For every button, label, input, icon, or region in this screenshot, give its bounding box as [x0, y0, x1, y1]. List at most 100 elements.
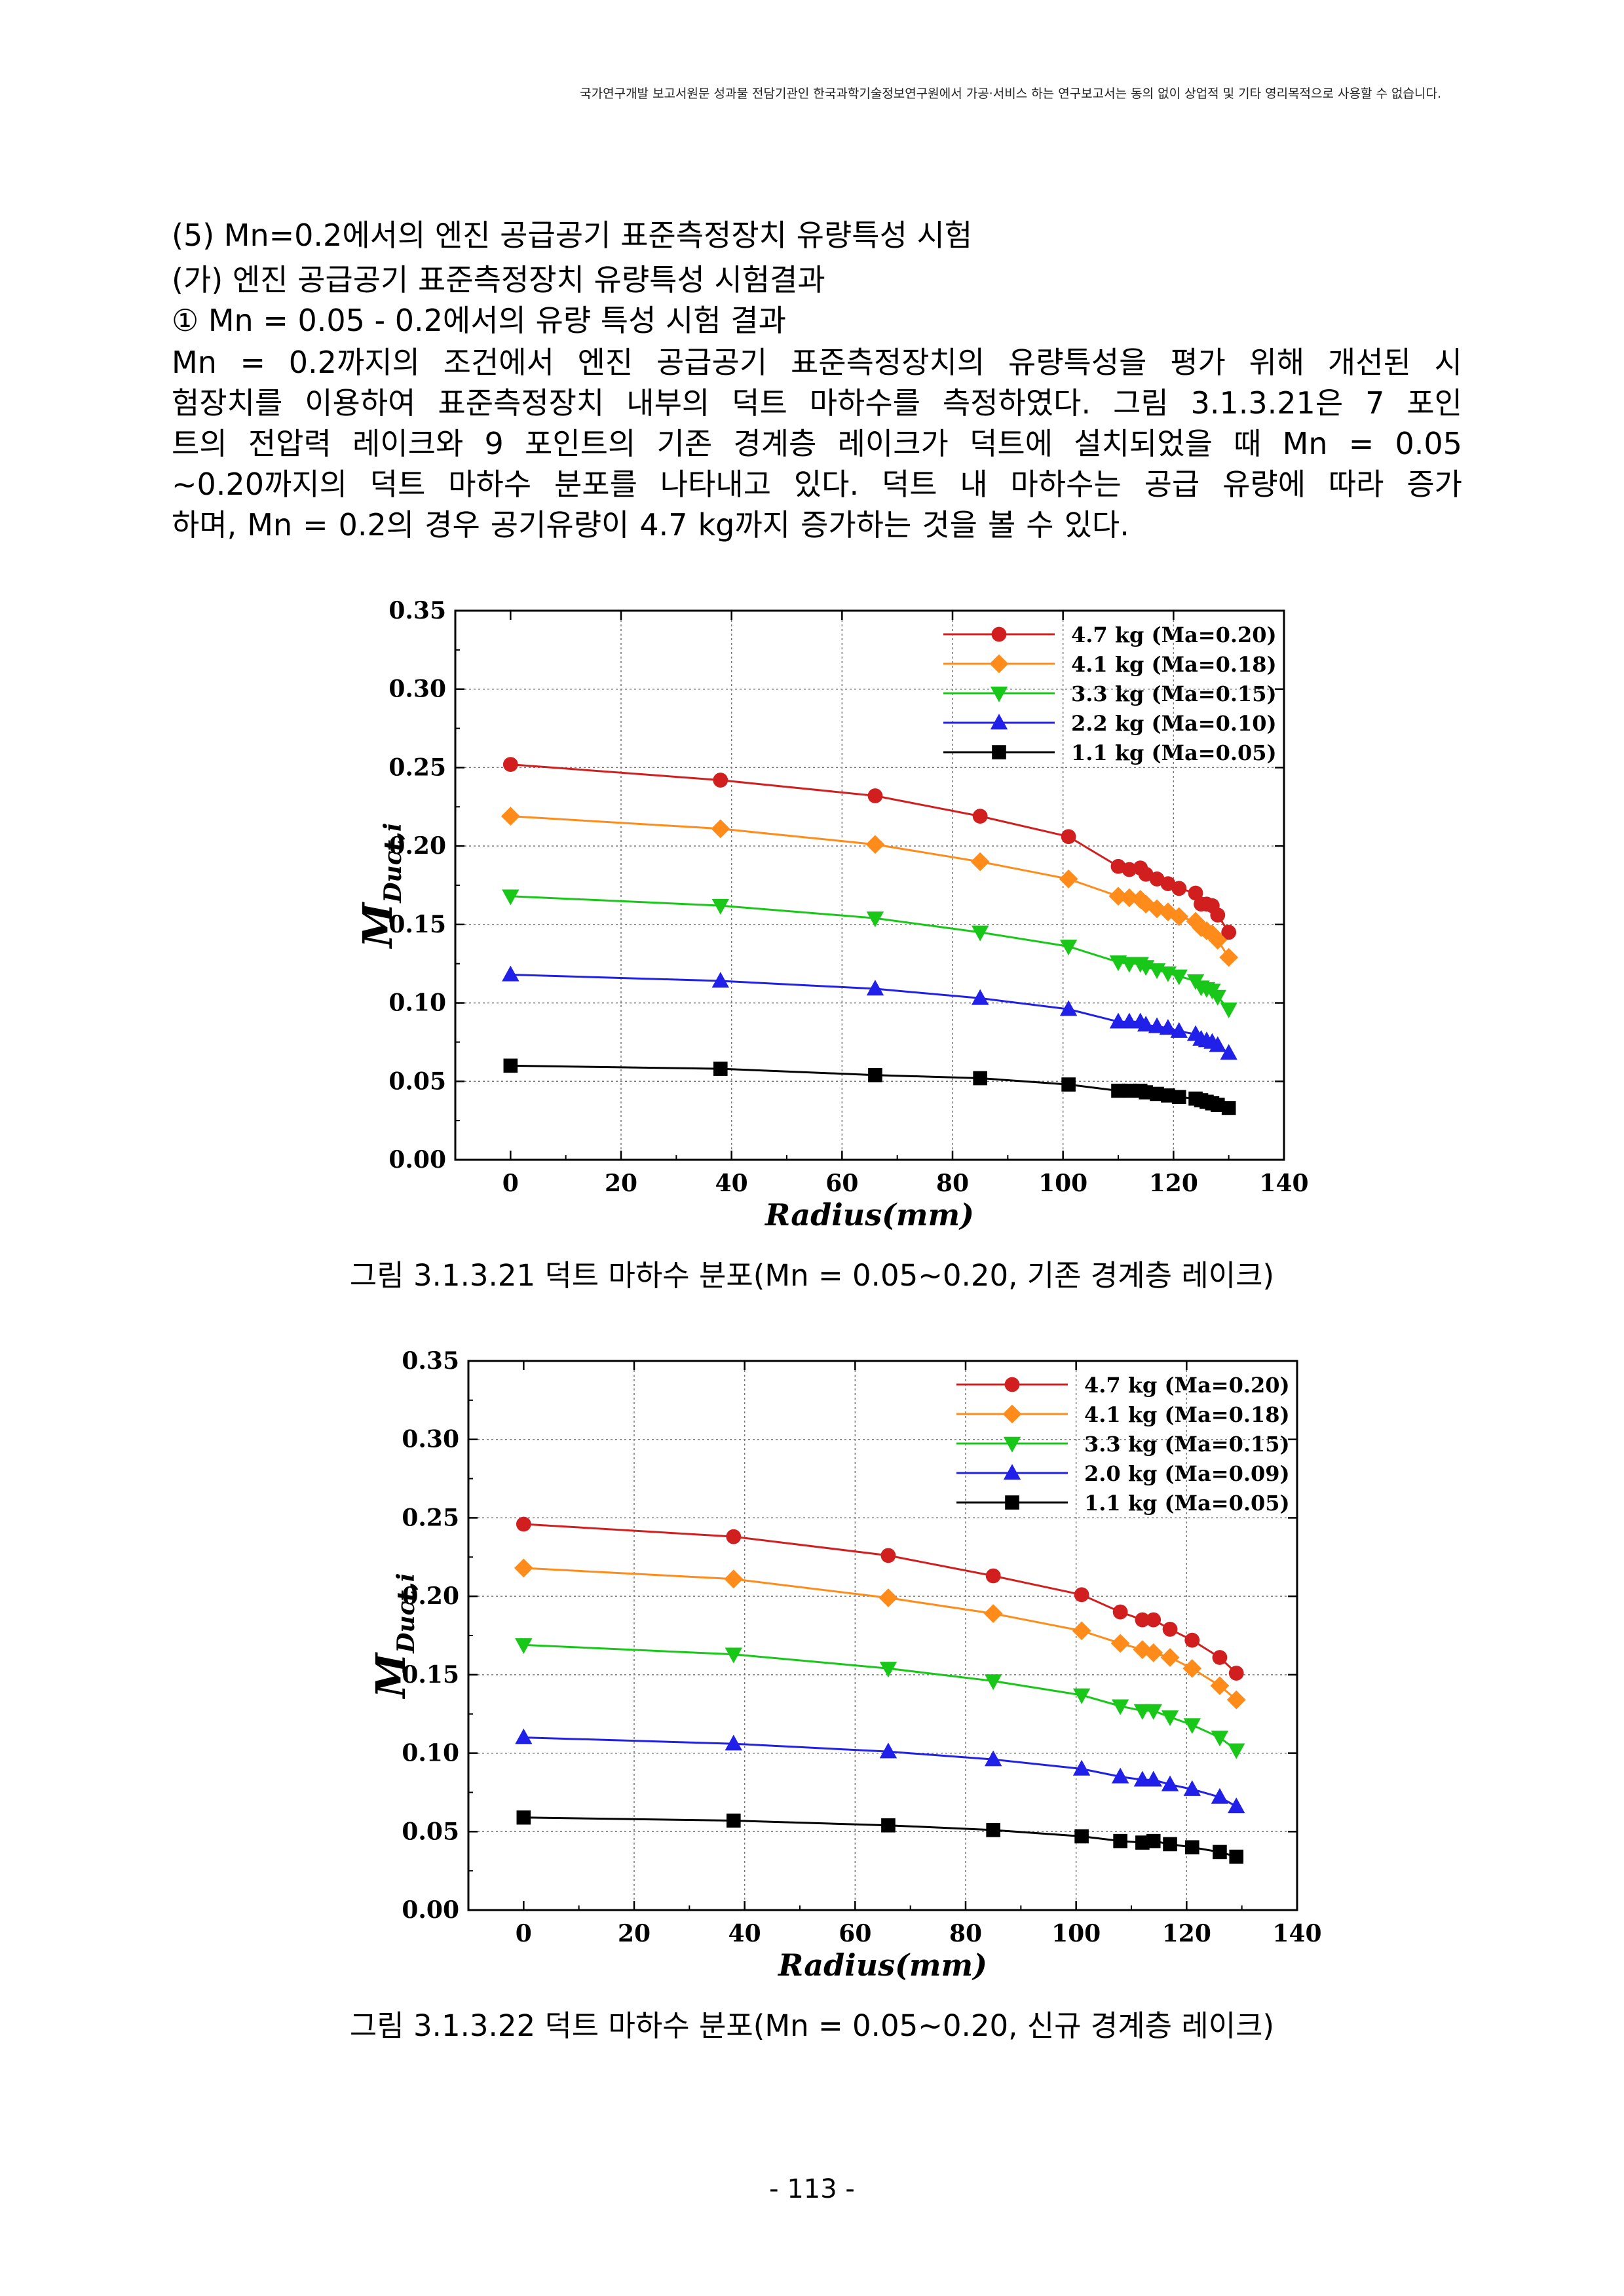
- data-point: [1158, 902, 1178, 922]
- figure-caption: 그림 3.1.3.21 덕트 마하수 분포(Mn = 0.05~0.20, 기존…: [349, 1258, 1275, 1293]
- paragraph-word: 위해: [1249, 345, 1305, 380]
- paragraph-word: 그림: [1113, 385, 1169, 421]
- paragraph-word: 내: [960, 467, 988, 502]
- data-point: [1004, 1377, 1020, 1392]
- data-point: [1133, 1770, 1152, 1787]
- data-point: [1184, 1840, 1199, 1855]
- data-series: [502, 889, 1237, 1018]
- x-axis-label: Radius(mm): [777, 1947, 987, 1983]
- data-point: [1139, 1085, 1153, 1100]
- y-tick-label: 0.20: [402, 1582, 459, 1610]
- legend-label: 1.1 kg (Ma=0.05): [1084, 1491, 1290, 1516]
- data-point: [990, 714, 1008, 730]
- series-line: [523, 1643, 1237, 1751]
- y-tick-label: 0.15: [402, 1661, 459, 1689]
- data-point: [971, 989, 989, 1005]
- paragraph-word: ~0.20까지의: [172, 467, 347, 502]
- paragraph-word: 설치되었을: [1074, 426, 1213, 461]
- data-point: [1170, 1022, 1188, 1038]
- paragraph-word: 따라: [1328, 467, 1384, 502]
- paragraph-word: 마하수: [448, 467, 532, 502]
- data-point: [1144, 1770, 1162, 1787]
- y-axis-label-subscript: Duct,i: [392, 1573, 420, 1654]
- x-tick-label: 100: [1051, 1920, 1101, 1947]
- paragraph-word: 기존: [656, 426, 713, 461]
- y-axis-label: MDuct,i: [354, 823, 407, 949]
- data-point: [1133, 1704, 1152, 1720]
- data-point: [1211, 1788, 1229, 1804]
- data-point: [1112, 1604, 1128, 1620]
- y-tick-label: 0.10: [402, 1740, 459, 1767]
- paragraph-word: 0.2까지의: [288, 345, 420, 380]
- data-point: [1163, 1837, 1177, 1852]
- data-point: [878, 1588, 898, 1607]
- page-number: - 113 -: [769, 2174, 855, 2204]
- data-point: [1002, 1404, 1022, 1424]
- x-tick-label: 120: [1162, 1920, 1211, 1947]
- data-point: [516, 1810, 531, 1825]
- paragraph-word: 공기유량이: [490, 507, 630, 543]
- data-series: [516, 1810, 1244, 1864]
- paragraph-word: 경계층: [733, 426, 817, 461]
- data-point: [1228, 1797, 1245, 1814]
- x-tick-label: 0: [516, 1920, 532, 1947]
- paragraph-word: 전압력: [248, 426, 331, 461]
- data-series: [502, 965, 1237, 1060]
- data-point: [1059, 870, 1078, 889]
- y-tick-label: 0.00: [402, 1896, 459, 1924]
- data-point: [1111, 1767, 1129, 1784]
- paragraph-word: 포인트의: [525, 426, 636, 461]
- data-point: [1183, 1718, 1201, 1734]
- data-point: [1074, 1587, 1089, 1603]
- data-point: [1150, 1086, 1164, 1101]
- data-point: [1183, 1780, 1201, 1796]
- data-point: [1161, 1710, 1179, 1727]
- data-point: [1146, 1612, 1161, 1628]
- legend-label: 2.2 kg (Ma=0.10): [1071, 711, 1277, 736]
- paragraph-word: =: [1348, 426, 1374, 461]
- data-point: [724, 1569, 744, 1589]
- paragraph-word: 덕트: [732, 385, 787, 421]
- x-tick-label: 60: [839, 1920, 871, 1947]
- x-tick-label: 20: [605, 1170, 637, 1197]
- data-point: [984, 1750, 1002, 1767]
- series-line: [510, 973, 1230, 1054]
- legend-label: 4.1 kg (Ma=0.18): [1071, 652, 1277, 677]
- y-tick-label: 0.20: [388, 832, 446, 860]
- data-point: [1061, 829, 1076, 845]
- data-point: [1170, 969, 1188, 985]
- data-point: [502, 757, 518, 773]
- paragraph-word: 증가: [1407, 467, 1462, 502]
- section-heading: (5) Mn=0.2에서의 엔진 공급공기 표준측정장치 유량특성 시험: [172, 218, 973, 253]
- y-axis-label-main: M: [367, 1651, 415, 1699]
- data-point: [1228, 1743, 1245, 1759]
- duct-mach-chart-new-rake: 0 20 40 60 80 100 120 140 0.00 0.05 0.10 0.15 0.20 0.…: [367, 1347, 1322, 1983]
- data-point: [502, 889, 519, 906]
- paragraph-line: 험장치를 이용하여 표준측정장치 내부의 덕트 마하수를 측정하였다. 그림 3.1.3.21은…: [172, 383, 1462, 423]
- data-point: [515, 1728, 533, 1744]
- data-point: [1171, 881, 1187, 896]
- data-point: [516, 1516, 531, 1532]
- data-point: [711, 819, 730, 839]
- paragraph-word: Mn: [172, 345, 217, 380]
- data-point: [1160, 1648, 1180, 1667]
- legend-label: 3.3 kg (Ma=0.15): [1084, 1432, 1290, 1457]
- paragraph-word: 레이크와: [352, 426, 464, 461]
- paragraph-word: 측정하였다.: [942, 385, 1091, 421]
- data-series: [514, 1558, 1246, 1710]
- series-line: [523, 1736, 1237, 1808]
- x-tick-label: 140: [1272, 1920, 1321, 1947]
- paragraph-word: 조건에서: [443, 345, 554, 380]
- paragraph-word: 때: [1234, 426, 1262, 461]
- y-tick-label: 0.15: [388, 911, 446, 938]
- paragraph-word: 개선된: [1327, 345, 1411, 380]
- paragraph-word: 하며,: [172, 507, 237, 543]
- y-axis-label: MDuct,i: [367, 1573, 420, 1700]
- data-point: [1111, 1083, 1125, 1098]
- data-point: [1110, 1634, 1130, 1653]
- data-point: [1213, 1845, 1227, 1860]
- paragraph-word: 4.7: [639, 507, 688, 543]
- data-point: [984, 1674, 1002, 1691]
- data-point: [1137, 1016, 1155, 1032]
- data-point: [989, 654, 1009, 674]
